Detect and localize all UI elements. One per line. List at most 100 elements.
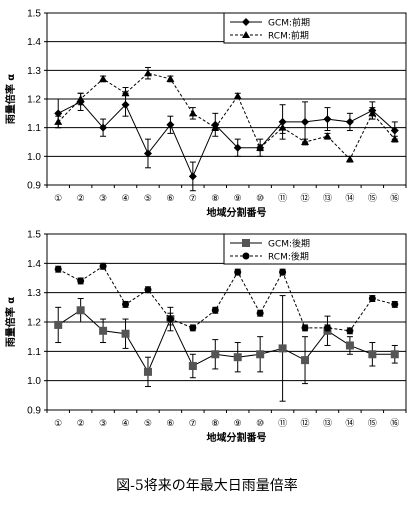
data-point <box>368 295 376 303</box>
data-point <box>233 92 242 100</box>
legend-label: RCM:前期 <box>268 30 309 42</box>
data-point <box>323 115 332 124</box>
data-point <box>166 120 175 129</box>
data-point <box>211 306 219 314</box>
x-tick-label: ⑥ <box>166 419 174 429</box>
data-point <box>233 143 242 152</box>
y-axis-label: 雨量倍率 α <box>4 74 17 124</box>
x-tick-label: ⑦ <box>189 419 197 429</box>
series-line <box>57 265 395 332</box>
x-tick-label: ④ <box>121 194 129 204</box>
x-tick-label: ⑮ <box>368 418 377 429</box>
data-point <box>143 149 152 158</box>
legend-label: GCM:前期 <box>268 17 310 29</box>
x-axis-label: 地域分割番号 <box>207 206 267 219</box>
x-tick-label: ① <box>54 194 62 204</box>
data-point <box>76 95 85 102</box>
data-point <box>233 353 242 362</box>
series-2 <box>54 262 399 335</box>
data-point <box>99 123 108 132</box>
x-tick-label: ⑧ <box>211 419 219 429</box>
x-tick-label: ⑪ <box>278 418 287 429</box>
data-point <box>54 117 63 125</box>
data-point <box>188 362 197 370</box>
series-line <box>57 101 396 178</box>
y-tick-label: 0.9 <box>27 406 41 417</box>
y-tick-label: 1.4 <box>27 37 41 48</box>
data-point <box>54 109 63 118</box>
legend-label: RCM:後期 <box>268 251 309 263</box>
data-point <box>121 89 130 97</box>
x-tick-label: ⑪ <box>278 193 287 204</box>
data-point <box>76 306 85 315</box>
x-tick-label: ⑥ <box>166 194 174 204</box>
legend-label: GCM:後期 <box>268 238 310 250</box>
data-point <box>390 135 399 143</box>
data-point <box>345 341 354 350</box>
chart-kouki: 1.5 1.4 1.3 1.2 1.1 1.0 0.9 ① ② ③ ④ ⑤ ⑥ ⑦ ⑧ ⑨ ⑩ ⑪ ⑫ ⑬ ⑭ ⑮ ⑯ 地域分… <box>4 230 407 444</box>
data-point <box>121 100 130 109</box>
series-line <box>57 309 395 373</box>
data-point <box>166 74 175 82</box>
data-point <box>144 286 152 294</box>
x-tick-label: ⑯ <box>390 193 399 204</box>
data-point <box>368 109 377 117</box>
y-tick-label: 1.3 <box>27 288 41 299</box>
data-point <box>211 123 220 131</box>
data-point <box>211 350 220 359</box>
x-tick-label: ⑩ <box>256 419 264 429</box>
data-point <box>121 329 130 338</box>
series-1 <box>54 295 399 402</box>
data-point <box>390 126 399 135</box>
data-point <box>390 350 399 359</box>
data-point <box>99 262 107 270</box>
data-point <box>301 324 309 332</box>
data-point <box>188 172 197 181</box>
data-point <box>166 315 174 323</box>
data-point <box>368 350 377 359</box>
data-point <box>279 268 287 276</box>
x-tick-label: ⑬ <box>323 418 332 429</box>
y-axis-label: 雨量倍率 α <box>4 297 17 347</box>
data-point <box>234 268 242 276</box>
x-tick-label: ⑩ <box>256 194 264 204</box>
y-tick-label: 1.2 <box>27 318 41 329</box>
data-point <box>301 356 310 365</box>
x-tick-label: ⑨ <box>234 194 242 204</box>
data-point <box>345 155 354 163</box>
x-tick-label: ⑦ <box>189 194 197 204</box>
y-tick-label: 1.0 <box>27 376 41 387</box>
y-tick-label: 1.5 <box>27 9 41 20</box>
data-point <box>256 143 265 151</box>
data-point <box>301 117 310 126</box>
data-point <box>346 327 354 335</box>
x-tick-label: ⑫ <box>301 193 310 204</box>
x-tick-label: ④ <box>121 419 129 429</box>
x-tick-label: ② <box>77 419 85 429</box>
legend-marker <box>242 252 250 260</box>
x-tick-label: ⑫ <box>301 418 310 429</box>
x-tick-label: ⑬ <box>323 193 332 204</box>
x-tick-label: ⑯ <box>390 418 399 429</box>
data-point <box>143 69 152 77</box>
data-point <box>188 109 197 117</box>
x-tick-label: ③ <box>99 419 107 429</box>
series-1 <box>54 92 399 192</box>
data-point <box>256 350 265 359</box>
x-tick-label: ③ <box>99 194 107 204</box>
data-point <box>345 117 354 126</box>
legend-box <box>223 233 407 265</box>
data-point <box>278 344 287 353</box>
data-point <box>99 74 108 82</box>
x-tick-label: ⑭ <box>345 193 354 204</box>
data-point <box>391 300 399 308</box>
data-point <box>189 324 197 332</box>
data-point <box>278 123 287 131</box>
y-tick-label: 1.5 <box>27 230 41 241</box>
data-point <box>256 309 264 317</box>
y-tick-label: 1.1 <box>27 123 41 134</box>
y-tick-label: 1.4 <box>27 259 41 270</box>
x-tick-label: ⑧ <box>211 194 219 204</box>
data-point <box>323 132 332 140</box>
